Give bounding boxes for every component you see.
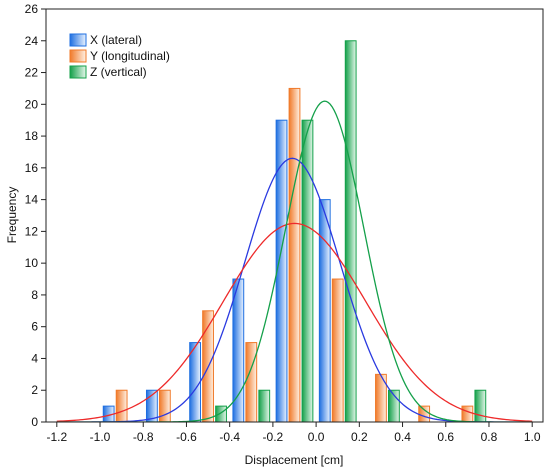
y-tick-label: 22 (25, 66, 39, 80)
bar-y-3 (245, 342, 258, 423)
y-tick-label: 8 (31, 288, 38, 302)
y-tick-label: 10 (25, 256, 39, 270)
legend-swatch-y (69, 49, 87, 63)
y-tick-label: 18 (25, 129, 39, 143)
fit-curve-y (56, 222, 533, 422)
y-axis-title: Frequency (5, 187, 19, 244)
bar-y-1 (158, 389, 171, 423)
legend-swatch-z (69, 65, 87, 79)
x-tick-label: 0.4 (394, 430, 411, 444)
x-tick-label: -1.2 (46, 430, 67, 444)
bars-layer (102, 40, 487, 423)
bar-y-4 (288, 87, 301, 423)
y-tick-label: 20 (25, 97, 39, 111)
plot-frame (45, 8, 544, 423)
x-tick-label: -0.2 (263, 430, 284, 444)
y-tick-label: 26 (25, 2, 39, 16)
legend: X (lateral) Y (longitudinal) Z (vertical) (69, 33, 170, 79)
x-tick-label: 0.6 (437, 430, 454, 444)
y-tick-label: 12 (25, 224, 39, 238)
x-tick-label: 0.8 (481, 430, 498, 444)
legend-label-y: Y (longitudinal) (90, 49, 170, 63)
y-tick-label: 2 (31, 383, 38, 397)
x-tick-label: -0.8 (133, 430, 154, 444)
y-tick-label: 0 (31, 415, 38, 429)
fit-curves-layer (56, 100, 533, 422)
y-tick-label: 16 (25, 161, 39, 175)
y-tick-label: 6 (31, 320, 38, 334)
x-axis: -1.2 -1.0 -0.8 -0.6 -0.4 -0.2 0.0 0.2 0.4 0.6 0.8 1… (46, 422, 541, 444)
y-tick-label: 24 (25, 34, 39, 48)
x-axis-title: Displacement [cm] (245, 453, 344, 467)
bar-x-2 (189, 342, 201, 423)
bar-y-0 (115, 389, 128, 423)
bar-y-7 (418, 405, 431, 423)
bar-x-5 (318, 199, 331, 423)
fit-curve-z (56, 100, 533, 422)
bar-z-5 (344, 40, 357, 423)
legend-label-x: X (lateral) (90, 33, 142, 47)
y-tick-label: 4 (31, 351, 38, 365)
bar-z-2 (215, 405, 227, 423)
bar-y-8 (461, 405, 474, 423)
x-tick-label: 0.0 (308, 430, 325, 444)
legend-label-z: Z (vertical) (90, 65, 147, 79)
y-tick-label: 14 (25, 193, 39, 207)
bar-z-3 (258, 389, 271, 423)
bar-z-8 (474, 389, 487, 423)
x-tick-label: -1.0 (90, 430, 111, 444)
bar-y-5 (331, 278, 344, 423)
x-tick-label: 0.2 (351, 430, 368, 444)
x-tick-label: 1.0 (524, 430, 541, 444)
x-tick-label: -0.6 (176, 430, 197, 444)
x-tick-label: -0.4 (219, 430, 240, 444)
legend-swatch-x (69, 33, 87, 47)
